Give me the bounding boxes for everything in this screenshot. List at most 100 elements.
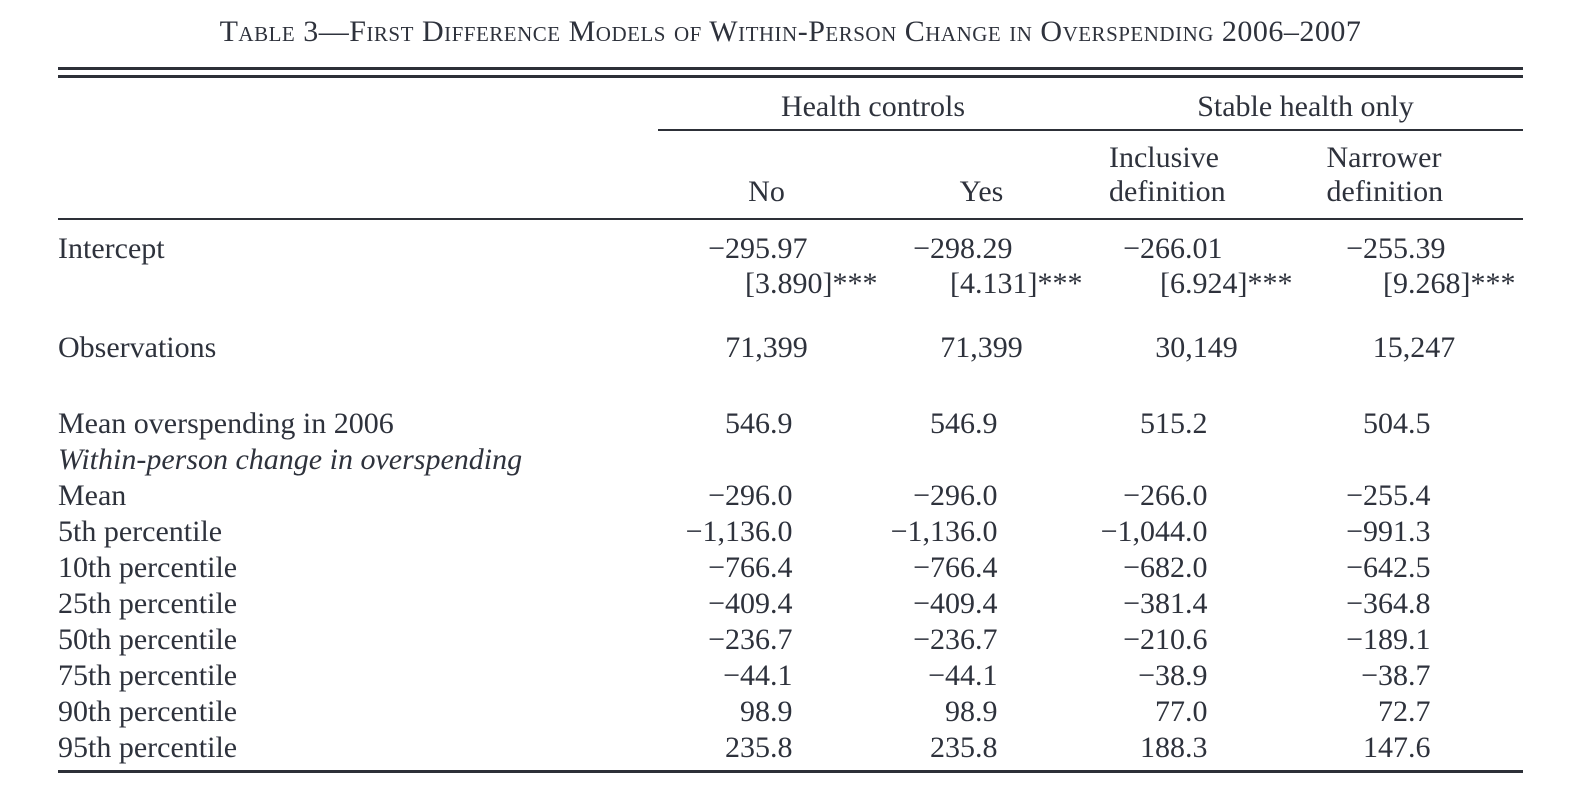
column-header-label: No bbox=[748, 175, 785, 208]
value-cell: 188.3 bbox=[1088, 730, 1305, 766]
fraction-part: .01 bbox=[1185, 232, 1223, 265]
spacer-cell bbox=[58, 366, 1523, 406]
value-cell: −44.1 bbox=[658, 658, 875, 694]
integer-part: 77 bbox=[1155, 695, 1185, 728]
value-cell: −296.0 bbox=[875, 478, 1088, 514]
column-header-no: No bbox=[658, 130, 875, 220]
fraction-part: .4 bbox=[1408, 479, 1431, 512]
integer-part: 546 bbox=[930, 407, 975, 440]
value-cell bbox=[658, 442, 875, 478]
value-cell: −266.01 bbox=[1088, 219, 1305, 266]
fraction-part: .890]*** bbox=[770, 267, 878, 300]
integer-part: 515 bbox=[1140, 407, 1185, 440]
value-cell: −38.7 bbox=[1305, 658, 1523, 694]
results-table: Health controls Stable health only No Ye… bbox=[58, 78, 1523, 766]
integer-part: −38 bbox=[1138, 659, 1185, 692]
fraction-part: .5 bbox=[1408, 551, 1431, 584]
column-header-inclusive-definition: Inclusive definition bbox=[1088, 130, 1305, 220]
value-cell: −189.1 bbox=[1305, 622, 1523, 658]
top-double-rule bbox=[58, 67, 1523, 78]
row-label: Mean overspending in 2006 bbox=[58, 407, 394, 440]
fraction-part: .8 bbox=[770, 731, 793, 764]
fraction-part: .0 bbox=[975, 479, 998, 512]
value-cell bbox=[1305, 442, 1523, 478]
value-cell: −255.4 bbox=[1305, 478, 1523, 514]
value-cell: −295.97 bbox=[658, 219, 875, 266]
value-cell: −298.29 bbox=[875, 219, 1088, 266]
value-cell: 30,149 bbox=[1155, 331, 1238, 364]
integer-part: −38 bbox=[1361, 659, 1408, 692]
table-row: 10th percentile −766.4 −766.4 −682.0 −642.5 bbox=[58, 550, 1523, 586]
integer-part: 98 bbox=[945, 695, 975, 728]
table-body: Intercept −295.97 −298.29 −266.01 −255.39 [3.… bbox=[58, 219, 1523, 766]
value-cell: [3.890]*** bbox=[658, 266, 878, 302]
integer-part: −409 bbox=[708, 587, 770, 620]
group-header-health-controls: Health controls bbox=[658, 78, 1088, 131]
fraction-part: .9 bbox=[770, 695, 793, 728]
table-row: 5th percentile −1,136.0 −1,136.0 −1,044.0 −9… bbox=[58, 514, 1523, 550]
integer-part: −236 bbox=[708, 623, 770, 656]
group-header-empty-cell bbox=[58, 78, 658, 130]
column-header-empty-cell bbox=[58, 130, 658, 220]
fraction-part: .0 bbox=[975, 515, 998, 548]
value-cell: −682.0 bbox=[1088, 550, 1305, 586]
fraction-part: .29 bbox=[975, 232, 1013, 265]
row-label: 5th percentile bbox=[58, 515, 223, 548]
table-row: Within-person change in overspending bbox=[58, 442, 1523, 478]
value-cell: 515.2 bbox=[1088, 406, 1305, 442]
table-row: Intercept −295.97 −298.29 −266.01 −255.39 bbox=[58, 219, 1523, 266]
fraction-part: .9 bbox=[1185, 659, 1208, 692]
value-cell: 15,247 bbox=[1372, 331, 1456, 364]
value-cell: 71,399 bbox=[725, 331, 808, 364]
fraction-part: .0 bbox=[1185, 695, 1208, 728]
integer-part: −189 bbox=[1346, 623, 1408, 656]
table-row: [3.890]*** [4.131]*** [6.924]*** [9.268]*** bbox=[58, 266, 1523, 302]
spacer-cell bbox=[58, 302, 1523, 330]
row-label: Observations bbox=[58, 331, 217, 364]
fraction-part: .7 bbox=[1408, 695, 1431, 728]
integer-part: −766 bbox=[913, 551, 975, 584]
integer-part: −210 bbox=[1123, 623, 1185, 656]
integer-part: 235 bbox=[725, 731, 770, 764]
value-cell: −1,136.0 bbox=[875, 514, 1088, 550]
table-row: Mean overspending in 2006 546.9 546.9 515.2… bbox=[58, 406, 1523, 442]
fraction-part: .131]*** bbox=[975, 267, 1083, 300]
integer-part: [6 bbox=[1160, 267, 1185, 300]
value-cell: [6.924]*** bbox=[1088, 266, 1305, 302]
value-cell: −766.4 bbox=[658, 550, 875, 586]
integer-part: [4 bbox=[950, 267, 975, 300]
row-label: Mean bbox=[58, 479, 127, 512]
fraction-part: .3 bbox=[1185, 731, 1208, 764]
integer-part: [9 bbox=[1383, 267, 1408, 300]
integer-part: 188 bbox=[1140, 731, 1185, 764]
integer-part: −296 bbox=[913, 479, 975, 512]
fraction-part: .9 bbox=[770, 407, 793, 440]
value-cell: 98.9 bbox=[658, 694, 875, 730]
spacer-row bbox=[58, 302, 1523, 330]
column-header-label: Narrower definition bbox=[1326, 141, 1444, 208]
integer-part: −364 bbox=[1346, 587, 1408, 620]
value-cell: −1,136.0 bbox=[658, 514, 875, 550]
table-3: Health controls Stable health only No Ye… bbox=[58, 67, 1523, 773]
integer-part: 504 bbox=[1363, 407, 1408, 440]
fraction-part: .3 bbox=[1408, 515, 1431, 548]
value-cell: −364.8 bbox=[1305, 586, 1523, 622]
fraction-part: .97 bbox=[770, 232, 808, 265]
integer-part: [3 bbox=[745, 267, 770, 300]
fraction-part: .6 bbox=[1185, 623, 1208, 656]
fraction-part: .4 bbox=[975, 551, 998, 584]
fraction-part: .0 bbox=[770, 515, 793, 548]
fraction-part: .0 bbox=[1185, 551, 1208, 584]
group-header-stable-health-only: Stable health only bbox=[1088, 78, 1523, 131]
value-cell: −210.6 bbox=[1088, 622, 1305, 658]
row-label: 75th percentile bbox=[58, 659, 238, 692]
integer-part: −409 bbox=[913, 587, 975, 620]
value-cell: −38.9 bbox=[1088, 658, 1305, 694]
integer-part: −766 bbox=[708, 551, 770, 584]
column-header-narrower-definition: Narrower definition bbox=[1305, 130, 1523, 220]
value-cell: −409.4 bbox=[658, 586, 875, 622]
group-header-row: Health controls Stable health only bbox=[58, 78, 1523, 131]
value-cell: 546.9 bbox=[658, 406, 875, 442]
table-row: Mean −296.0 −296.0 −266.0 −255.4 bbox=[58, 478, 1523, 514]
